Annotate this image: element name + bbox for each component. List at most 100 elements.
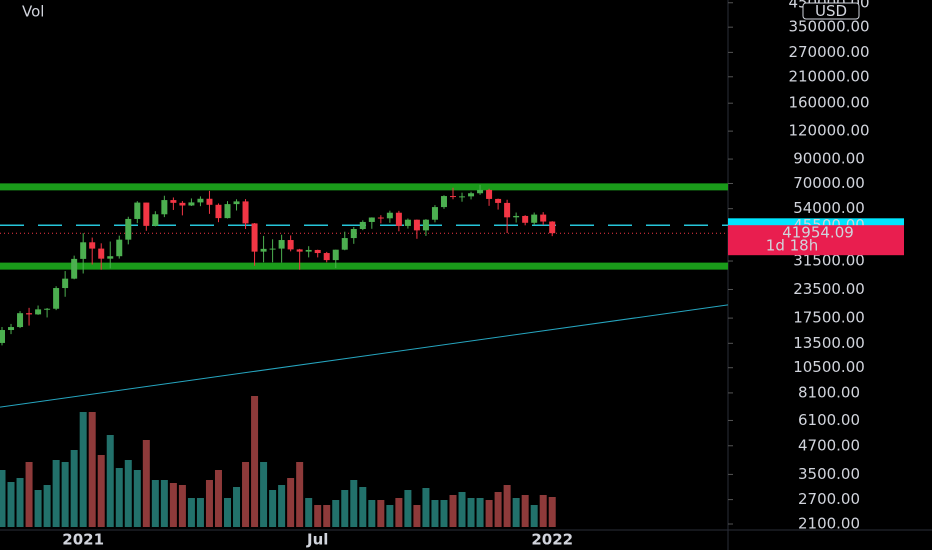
volume-bar [142, 440, 150, 527]
candle-body [62, 278, 69, 289]
y-tick-label: 6100.00 [798, 411, 860, 429]
x-tick-label: 2022 [531, 531, 573, 549]
candle-body [504, 202, 511, 218]
candle-body [260, 248, 267, 252]
volume-bar [530, 505, 538, 527]
x-tick-label: 2021 [62, 531, 104, 549]
volume-bar [314, 505, 322, 527]
volume-bar [350, 480, 358, 527]
candle-body [17, 313, 24, 328]
candle-body [431, 207, 438, 220]
candle-body [98, 248, 105, 259]
last-price-label: 41954.09 [782, 224, 854, 242]
volume-bar [16, 478, 24, 527]
candle-body [125, 218, 132, 240]
currency-label: USD [815, 2, 847, 20]
candle-body [440, 196, 447, 208]
volume-bar [296, 462, 304, 527]
volume-bar [242, 462, 250, 527]
volume-bar [25, 462, 33, 527]
candle-body [206, 198, 213, 205]
y-tick-label: 23500.00 [793, 280, 865, 298]
candle-body [242, 201, 249, 224]
candle-body [107, 256, 114, 259]
candle-body [35, 309, 42, 315]
candle-body [531, 214, 538, 223]
y-tick-label: 4700.00 [798, 436, 860, 454]
candle-body [341, 238, 348, 250]
candle-body [170, 200, 177, 203]
volume-bar [539, 495, 547, 527]
volume-bar [97, 455, 105, 527]
volume-bar [79, 412, 87, 527]
candle-body [404, 219, 411, 226]
candle-body [143, 202, 150, 226]
volume-bar [52, 460, 60, 527]
candle-body [323, 253, 330, 261]
volume-bar [34, 490, 42, 527]
y-tick-label: 3500.00 [798, 465, 860, 483]
candle-body [350, 229, 357, 239]
volume-bar [305, 498, 313, 527]
volume-bar [332, 500, 340, 527]
volume-bar [485, 500, 493, 527]
y-tick-label: 210000.00 [788, 67, 869, 85]
y-tick-label: 90000.00 [793, 150, 865, 168]
volume-bar [169, 483, 177, 527]
candle-body [540, 214, 547, 222]
volume-bar [70, 450, 78, 527]
y-tick-label: 2700.00 [798, 490, 860, 508]
candle-body [278, 240, 285, 249]
candle-body [26, 313, 33, 315]
y-tick-label: 2100.00 [798, 515, 860, 533]
volume-bar [251, 396, 259, 527]
candle-body [161, 200, 168, 215]
volume-bar [133, 470, 141, 527]
volume-bar [178, 485, 186, 527]
y-tick-label: 160000.00 [788, 94, 869, 112]
candle-body [251, 223, 258, 252]
candle-body [305, 249, 312, 252]
volume-bar [512, 498, 520, 527]
candle-body [314, 249, 321, 254]
volume-bar [151, 480, 159, 527]
y-tick-label: 54000.00 [793, 199, 865, 217]
candle-body [332, 249, 339, 261]
volume-bar [233, 487, 241, 527]
candle-body [495, 198, 502, 203]
volume-bar [440, 500, 448, 527]
x-tick-label: Jul [306, 531, 328, 549]
volume-bar [43, 485, 51, 527]
volume-bar [377, 500, 385, 527]
volume-bar [269, 490, 277, 527]
volume-bar [503, 485, 511, 527]
volume-bar [395, 498, 403, 527]
candle-body [179, 202, 186, 206]
volume-bar [278, 485, 286, 527]
y-tick-label: 8100.00 [798, 383, 860, 401]
volume-bar [422, 488, 430, 527]
volume-bar [106, 435, 114, 527]
volume-bar [61, 462, 69, 527]
candle-body [486, 189, 493, 199]
volume-bar [458, 492, 466, 527]
volume-bar [359, 487, 367, 527]
y-tick-label: 70000.00 [793, 174, 865, 192]
candle-body [224, 204, 231, 219]
volume-bar [386, 505, 394, 527]
candle-body [269, 248, 276, 250]
candle-body [522, 215, 529, 223]
volume-bar [287, 478, 295, 527]
volume-bar [449, 495, 457, 527]
volume-bar [341, 490, 349, 527]
last-price-box [728, 225, 904, 256]
volume-bar [548, 497, 556, 527]
candle-body [359, 221, 366, 230]
candle-body [89, 242, 96, 249]
candle-body [368, 217, 375, 222]
volume-bar [431, 500, 439, 527]
candle-body [422, 219, 429, 231]
volume-bar [214, 470, 222, 527]
candle-body [197, 198, 204, 203]
